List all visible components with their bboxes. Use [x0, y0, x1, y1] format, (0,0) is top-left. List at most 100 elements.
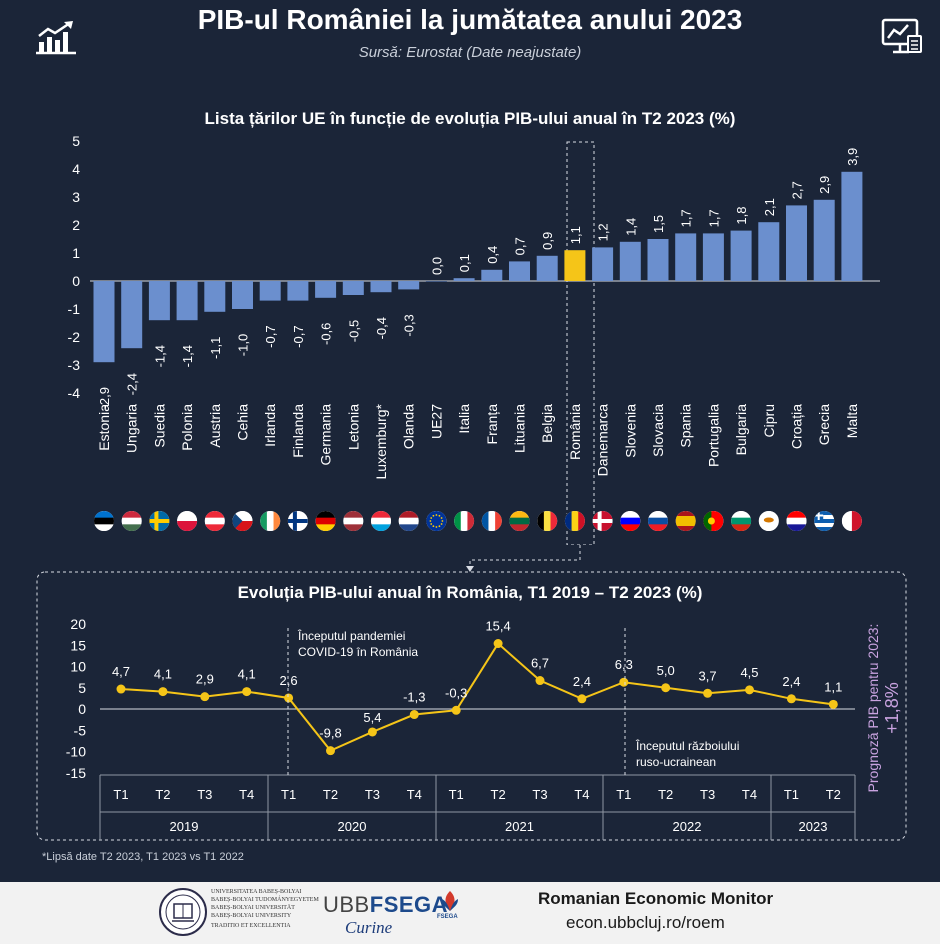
category-label: Lituania — [512, 404, 528, 453]
quarter-label: T4 — [574, 787, 589, 802]
data-point — [284, 693, 294, 703]
ireland-flag-fill — [260, 511, 281, 531]
greece-flag-fill — [814, 511, 835, 531]
bar-value-label: 1,7 — [706, 209, 721, 227]
data-point — [116, 684, 126, 694]
quarter-label: T4 — [742, 787, 757, 802]
croatia-flag-fill — [786, 511, 807, 531]
brand-title: Romanian Economic Monitor — [538, 889, 774, 908]
category-label: Belgia — [539, 404, 555, 443]
bar — [121, 281, 143, 349]
france-flag-fill — [481, 511, 502, 531]
quarter-label: T2 — [323, 787, 338, 802]
signature-logo: Curine — [345, 918, 393, 937]
bar-value-label: 3,9 — [845, 148, 860, 166]
italy-flag-fill — [454, 511, 475, 531]
forecast-note-value: +1,8% — [882, 682, 902, 734]
bar-value-label: -2,9 — [97, 387, 112, 409]
bar-value-label: -1,4 — [180, 345, 195, 367]
fsega-text: FSEGA — [369, 892, 449, 917]
university-line: UNIVERSITATEA BABEȘ-BOLYAI — [211, 889, 302, 895]
category-label: Cehia — [235, 404, 251, 441]
bar — [786, 205, 807, 281]
war-annotation: Începutul războiului ruso-ucrainean — [635, 738, 739, 769]
category-label: Irlanda — [262, 404, 278, 447]
y-tick-label: 15 — [70, 637, 86, 653]
point-value-label: 6,7 — [531, 656, 549, 671]
bar — [536, 255, 558, 281]
bar — [702, 233, 724, 281]
bar — [342, 281, 364, 295]
quarter-label: T1 — [784, 787, 799, 802]
quarter-label: T4 — [407, 787, 422, 802]
category-label: Croația — [789, 404, 805, 449]
latvia-flag-fill — [343, 511, 364, 531]
romania-highlight-frame — [566, 141, 595, 545]
forecast-note-label: Prognoză PIB pentru 2023: — [865, 624, 881, 793]
category-label: Danemarca — [595, 404, 611, 477]
y-tick-label: -3 — [68, 357, 81, 373]
pandemic-annotation: Începutul pandemiei COVID-19 în România — [297, 628, 418, 659]
category-label: Olanda — [401, 404, 417, 449]
category-label: Ungaria — [124, 404, 140, 453]
data-point — [577, 694, 587, 704]
year-label: 2019 — [170, 819, 199, 834]
university-seal-logo — [159, 888, 207, 936]
bar-value-label: -1,0 — [236, 334, 251, 356]
austria-flag-fill — [204, 511, 225, 531]
data-point — [786, 694, 796, 704]
data-point — [158, 687, 168, 697]
bar-value-label: -1,1 — [208, 337, 223, 359]
bar — [509, 261, 530, 281]
data-point — [326, 746, 335, 756]
y-tick-label: -1 — [68, 301, 81, 317]
bar-value-label: -1,4 — [152, 345, 167, 367]
brand-url[interactable]: econ.ubbcluj.ro/roem — [566, 913, 725, 932]
eu-gdp-bar-chart: Lista țărilor UE în funcție de evoluția … — [68, 109, 880, 545]
y-tick-label: -15 — [66, 765, 86, 781]
y-tick-label: 0 — [78, 701, 86, 717]
ubb-fsega-logo: UBBFSEGA — [323, 892, 448, 918]
category-label: Portugalia — [705, 404, 721, 467]
quarter-label: T1 — [449, 787, 464, 802]
luxembourg-flag-fill — [371, 511, 391, 531]
header: PIB-ul României la jumătatea anului 2023… — [0, 0, 940, 72]
data-point — [661, 683, 671, 693]
bar-value-label: 1,1 — [568, 226, 583, 244]
data-point — [493, 639, 503, 649]
point-value-label: 15,4 — [485, 619, 510, 634]
bar — [647, 239, 669, 281]
quarter-label: T1 — [281, 787, 296, 802]
czechia-flag-fill — [232, 511, 253, 531]
quarter-label: T2 — [155, 787, 170, 802]
bar — [841, 171, 863, 281]
category-label: Bulgaria — [733, 404, 749, 456]
category-label: Finlanda — [290, 404, 306, 458]
source-subtitle: Sursă: Eurostat (Date neajustate) — [358, 44, 582, 61]
sweden-flag-fill — [149, 511, 170, 531]
category-label: Spania — [678, 404, 694, 448]
point-value-label: 4,7 — [112, 664, 130, 679]
category-label: Germania — [318, 404, 334, 466]
category-label: Franța — [484, 404, 500, 445]
connector-arrow — [469, 545, 581, 570]
finland-flag-fill — [287, 511, 308, 531]
bar-value-label: -0,7 — [291, 325, 306, 347]
bar — [813, 199, 835, 281]
y-tick-label: -2 — [68, 329, 81, 345]
hungary-flag-fill — [121, 511, 142, 531]
y-tick-label: 20 — [70, 616, 86, 632]
point-value-label: 5,4 — [363, 710, 381, 725]
bar — [287, 281, 309, 301]
bar — [453, 278, 475, 281]
bar-value-label: -0,5 — [346, 320, 361, 342]
bar-value-label: -0,6 — [319, 323, 334, 345]
cyprus-flag-fill — [758, 511, 779, 531]
year-label: 2022 — [673, 819, 702, 834]
quarter-label: T2 — [826, 787, 841, 802]
data-point — [409, 710, 419, 720]
y-tick-label: 0 — [72, 273, 80, 289]
fsega-small-text: FSEGA — [437, 914, 458, 920]
data-point — [451, 705, 461, 715]
bar-value-label: 1,7 — [679, 209, 694, 227]
